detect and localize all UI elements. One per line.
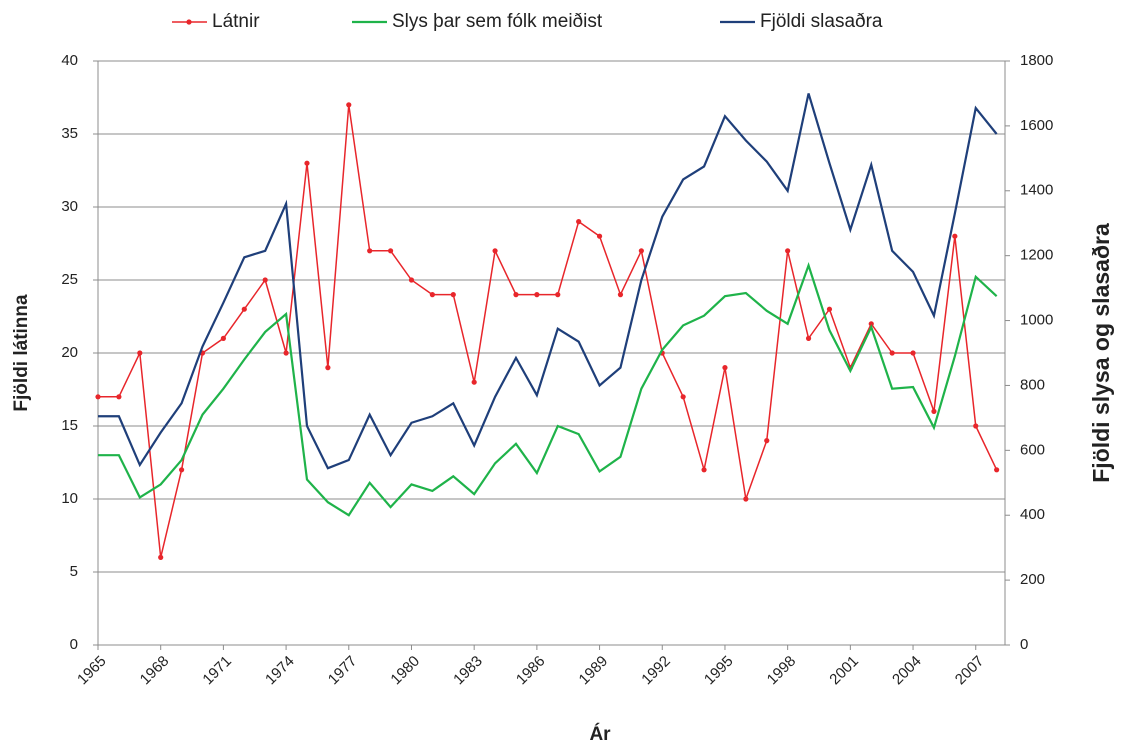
x-tick-label: 1995 <box>701 653 737 689</box>
series-line <box>98 261 998 517</box>
point <box>513 292 519 298</box>
point <box>408 277 415 283</box>
point <box>158 554 164 561</box>
point <box>471 379 477 385</box>
y2-tick-label: 0 <box>1020 636 1028 653</box>
point <box>743 496 749 502</box>
x-tick-label: 1971 <box>199 653 235 689</box>
series-line <box>98 104 998 558</box>
y-axis-label: Fjöldi látinna <box>11 294 32 412</box>
point <box>429 292 435 298</box>
x-tick-label: 1989 <box>576 653 612 689</box>
point <box>764 438 770 444</box>
x-tick-label: 1974 <box>262 653 298 689</box>
point <box>492 248 498 254</box>
point <box>973 423 979 429</box>
point <box>952 233 958 239</box>
point <box>805 335 812 341</box>
x-tick-label: 1986 <box>513 653 549 689</box>
point <box>178 467 185 473</box>
y2-tick-label: 1800 <box>1020 52 1053 69</box>
y2-tick-label: 600 <box>1020 441 1045 458</box>
point <box>555 292 561 298</box>
series-line <box>98 93 998 470</box>
point <box>931 408 937 414</box>
legend-marker <box>186 19 192 25</box>
point <box>534 292 540 298</box>
y2-tick-label: 800 <box>1020 376 1045 393</box>
y2-tick-label: 1400 <box>1020 182 1053 199</box>
y-tick-label: 15 <box>61 417 78 434</box>
y2-tick-label: 1000 <box>1020 312 1053 329</box>
point <box>116 394 122 400</box>
point <box>367 248 373 254</box>
y2-axis-label: Fjöldi slysa og slasaðra <box>1088 223 1114 483</box>
legend-label: Látnir <box>212 11 260 32</box>
point <box>576 219 582 225</box>
point <box>387 248 394 254</box>
y-tick-label: 35 <box>61 125 78 142</box>
point <box>137 350 143 356</box>
point <box>596 233 603 239</box>
point <box>994 467 1000 473</box>
point <box>346 102 352 108</box>
point <box>262 277 268 283</box>
legend-label: Fjöldi slasaðra <box>760 11 883 32</box>
x-tick-label: 1980 <box>387 653 423 689</box>
y-tick-label: 40 <box>61 52 78 69</box>
x-tick-label: 1992 <box>638 653 674 689</box>
y-tick-label: 10 <box>61 490 78 507</box>
x-tick-label: 1998 <box>764 653 800 689</box>
x-tick-label: 1968 <box>137 653 173 689</box>
x-tick-label: 2004 <box>889 653 925 689</box>
point <box>220 335 226 341</box>
y-tick-label: 30 <box>61 198 78 215</box>
point <box>722 365 728 371</box>
legend-label: Slys þar sem fólk meiðist <box>392 11 603 32</box>
x-tick-label: 1983 <box>450 653 486 689</box>
y2-tick-label: 1200 <box>1020 247 1053 264</box>
point <box>325 365 331 371</box>
point <box>889 350 895 356</box>
y2-tick-label: 400 <box>1020 506 1045 523</box>
point <box>826 306 833 312</box>
y2-tick-label: 200 <box>1020 571 1045 588</box>
x-axis-label: Ár <box>589 723 611 745</box>
y-tick-label: 25 <box>61 271 78 288</box>
point <box>450 292 456 298</box>
y-tick-label: 5 <box>70 563 78 580</box>
y2-tick-label: 1600 <box>1020 117 1053 134</box>
point <box>910 350 916 356</box>
point <box>680 394 686 400</box>
point <box>241 306 247 312</box>
point <box>283 350 289 356</box>
point <box>617 292 624 298</box>
y-tick-label: 20 <box>61 344 78 361</box>
point <box>785 248 791 254</box>
x-tick-label: 2007 <box>952 653 988 689</box>
x-tick-label: 1965 <box>74 653 110 689</box>
point <box>95 394 101 400</box>
point <box>868 321 874 327</box>
point <box>701 467 707 473</box>
point <box>304 160 310 166</box>
y-tick-label: 0 <box>70 636 78 653</box>
x-tick-label: 1977 <box>325 653 361 689</box>
x-tick-label: 2001 <box>826 653 862 689</box>
point <box>638 248 644 254</box>
